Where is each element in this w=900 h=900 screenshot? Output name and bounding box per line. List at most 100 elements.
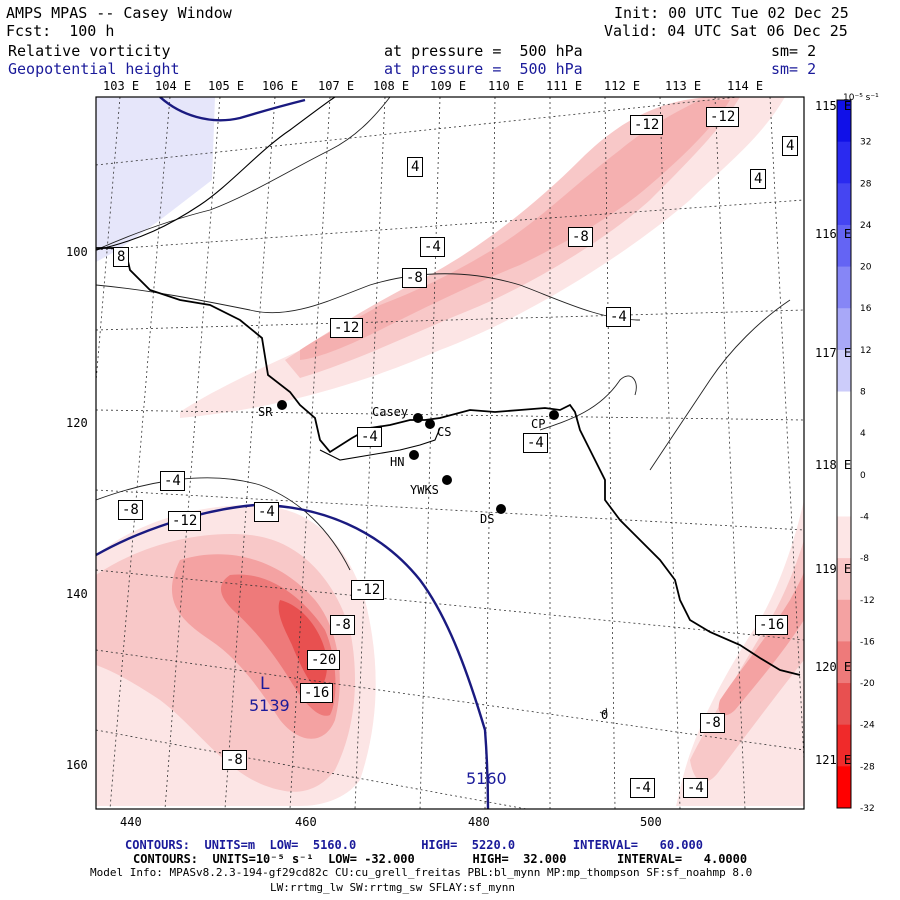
field2-smooth: sm= 2	[771, 60, 817, 78]
vorticity-label: -4	[630, 778, 655, 798]
vorticity-label: -4	[357, 427, 382, 447]
vorticity-label: -16	[300, 683, 334, 703]
colorbar-swatch	[837, 724, 851, 767]
field1-level: at pressure = 500 hPa	[384, 42, 583, 60]
vorticity-label: -12	[706, 107, 740, 127]
footer-line-3: Model Info: MPASv8.2.3-194-gf29cd82c CU:…	[90, 866, 753, 879]
colorbar: 32 28 24 20 16 12 8 4 0 -4 -8 -12 -16 -20 -24 -28 -32	[836, 99, 875, 814]
right-lon-4: 119 E	[815, 562, 852, 576]
vorticity-label: -4	[254, 502, 279, 522]
station-hn: HN	[390, 455, 405, 469]
colorbar-swatch	[837, 599, 851, 642]
colorbar-swatch	[837, 474, 851, 517]
station-cp: CP	[531, 417, 546, 431]
positive-vorticity-label: 4	[782, 136, 799, 156]
x-tick-440: 440	[120, 815, 142, 829]
forecast-hour: Fcst: 100 h	[6, 22, 115, 40]
colorbar-swatch	[837, 391, 851, 434]
vorticity-label: -4	[420, 237, 445, 257]
y-tick-120: 120	[66, 416, 88, 430]
colorbar-level-label: 16	[860, 304, 872, 314]
footer-line-4: LW:rrtmg_lw SW:rrtmg_sw SFLAY:sf_mynn	[270, 881, 516, 894]
colorbar-level-label: -4	[860, 512, 869, 522]
vorticity-label: -4	[606, 307, 631, 327]
colorbar-swatch	[837, 308, 851, 351]
right-lon-6: 121 E	[815, 753, 852, 767]
plot-frame	[95, 96, 805, 810]
colorbar-swatch	[837, 516, 851, 559]
colorbar-swatch	[837, 558, 851, 601]
vorticity-label: -4	[523, 433, 548, 453]
colorbar-level-label: 0	[860, 471, 866, 481]
vorticity-label: -20	[307, 650, 341, 670]
colorbar-units: 10⁻⁵ s⁻¹	[843, 93, 879, 103]
vorticity-label: -12	[351, 580, 385, 600]
colorbar-swatch	[837, 183, 851, 226]
vorticity-label: -8	[118, 500, 143, 520]
colorbar-level-label: -8	[860, 554, 869, 564]
colorbar-swatch	[837, 641, 851, 684]
colorbar-level-label: 20	[860, 263, 872, 273]
top-lon-5: 108 E	[373, 79, 410, 93]
vorticity-label: -16	[755, 615, 789, 635]
colorbar-level-label: 12	[860, 346, 871, 356]
right-lon-3: 118 E	[815, 458, 852, 472]
right-lon-5: 120 E	[815, 660, 852, 674]
top-lon-11: 114 E	[727, 79, 764, 93]
vorticity-label: -8	[222, 750, 247, 770]
top-lon-8: 111 E	[546, 79, 583, 93]
colorbar-level-label: 4	[860, 429, 866, 439]
colorbar-level-label: -12	[860, 596, 875, 606]
field1-name: Relative vorticity	[8, 42, 171, 60]
colorbar-level-label: 32	[860, 138, 871, 148]
vorticity-label: -8	[700, 713, 725, 733]
station-markers	[277, 400, 559, 514]
zero-label: 0	[601, 708, 609, 722]
right-lon-1: 116 E	[815, 227, 852, 241]
right-lon-0: 115 E	[815, 99, 852, 113]
positive-vorticity-label: 4	[750, 169, 767, 189]
top-lon-6: 109 E	[430, 79, 467, 93]
station-ywks: YWKS	[410, 483, 439, 497]
top-lon-4: 107 E	[318, 79, 355, 93]
vorticity-label: -8	[330, 615, 355, 635]
vorticity-label: -12	[330, 318, 364, 338]
colorbar-level-label: -16	[860, 637, 875, 647]
vorticity-label: -8	[402, 268, 427, 288]
vorticity-label: -4	[683, 778, 708, 798]
top-lon-7: 110 E	[488, 79, 525, 93]
colorbar-frame	[836, 99, 852, 809]
colorbar-swatch	[837, 683, 851, 726]
station-sr: SR	[258, 405, 273, 419]
top-lon-0: 103 E	[103, 79, 140, 93]
colorbar-swatch	[837, 100, 851, 143]
positive-vorticity-label: 4	[407, 157, 424, 177]
vorticity-label: -8	[568, 227, 593, 247]
top-lon-9: 112 E	[604, 79, 641, 93]
low-value: 5139	[249, 696, 290, 715]
field2-name: Geopotential height	[8, 60, 180, 78]
y-tick-160: 160	[66, 758, 88, 772]
ice-edge	[319, 427, 441, 461]
colorbar-level-label: -24	[860, 721, 875, 731]
station-casey: Casey	[372, 405, 409, 419]
colorbar-level-label: 28	[860, 179, 872, 189]
low-letter: L	[260, 674, 270, 694]
colorbar-swatch	[837, 433, 851, 476]
footer-line-2: CONTOURS: UNITS=10⁻⁵ s⁻¹ LOW= -32.000 HI…	[133, 852, 748, 866]
colorbar-swatch	[837, 349, 851, 393]
positive-vorticity-label: 8	[113, 247, 130, 267]
station-ds: DS	[480, 512, 495, 526]
colorbar-swatch	[837, 766, 851, 809]
footer-line-1: CONTOURS: UNITS=m LOW= 5160.0 HIGH= 5220…	[125, 838, 703, 852]
field1-smooth: sm= 2	[771, 42, 817, 60]
positive-vorticity-region	[96, 97, 215, 262]
x-tick-480: 480	[468, 815, 490, 829]
colorbar-swatch	[837, 266, 851, 309]
height-contour-label: 5160	[466, 769, 507, 788]
vorticity-label: -4	[160, 471, 185, 491]
colorbar-swatch	[837, 224, 851, 268]
init-time: Init: 00 UTC Tue 02 Dec 25	[614, 4, 849, 22]
top-lon-3: 106 E	[262, 79, 299, 93]
